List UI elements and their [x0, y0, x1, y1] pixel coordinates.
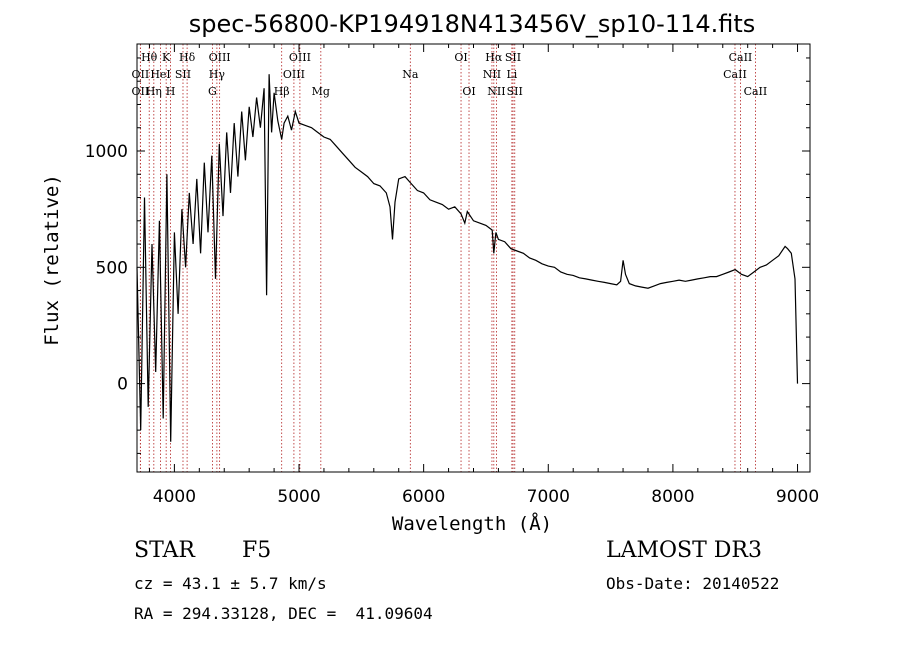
y-tick-label: 0 [117, 375, 128, 395]
x-tick-label: 7000 [527, 487, 570, 507]
line-label: CaII [729, 51, 753, 64]
x-tick-label: 6000 [402, 487, 445, 507]
coordinates-text: RA = 294.33128, DEC = 41.09604 [134, 604, 433, 623]
line-label: Mg [312, 85, 330, 98]
line-label: SII [175, 68, 191, 81]
line-label: G [208, 85, 217, 98]
obs-date-text: Obs-Date: 20140522 [606, 574, 780, 593]
y-axis-label: Flux (relative) [41, 174, 63, 346]
line-label: OI [454, 51, 467, 64]
line-label: Hδ [179, 51, 196, 64]
line-label: Li [506, 68, 517, 81]
line-label: OI [462, 85, 475, 98]
flux-series-line [136, 74, 799, 442]
x-axis-ticks: 4000 5000 6000 7000 8000 9000 [148, 44, 819, 507]
line-label: Hγ [209, 68, 226, 81]
x-tick-label: 5000 [277, 487, 320, 507]
line-label: OIII [283, 68, 305, 81]
survey-label: LAMOST DR3 [606, 538, 762, 563]
y-axis-ticks: 0 500 1000 [85, 57, 810, 454]
line-label: NII [483, 68, 501, 81]
line-label: CaII [723, 68, 747, 81]
x-axis-label: Wavelength (Å) [392, 512, 552, 535]
line-label: HeI [150, 68, 170, 81]
line-label: Na [402, 68, 419, 81]
line-label: Hη [146, 85, 162, 98]
x-tick-label: 4000 [153, 487, 196, 507]
line-label: CaII [744, 85, 768, 98]
object-class: STAR [134, 538, 195, 563]
line-label: NII [487, 85, 505, 98]
chart-title: spec-56800-KP194918N413456V_sp10-114.fit… [189, 10, 756, 38]
spectral-line-markers [139, 44, 756, 472]
line-label: OIII [209, 51, 231, 64]
line-label: Hα [485, 51, 503, 64]
line-label: H [166, 85, 176, 98]
line-label: OII [132, 85, 150, 98]
y-tick-label: 500 [96, 258, 128, 278]
x-tick-label: 9000 [776, 487, 819, 507]
x-tick-label: 8000 [651, 487, 694, 507]
line-label: SII [505, 51, 521, 64]
line-label: K [162, 51, 171, 64]
y-tick-label: 1000 [85, 142, 128, 162]
line-label: OIII [289, 51, 311, 64]
plot-frame [136, 43, 811, 473]
redshift-text: cz = 43.1 ± 5.7 km/s [134, 574, 327, 593]
line-label: Hθ [141, 51, 158, 64]
line-label: SII [507, 85, 523, 98]
line-label: Hβ [274, 85, 290, 98]
line-label: OII [132, 68, 150, 81]
object-subclass: F5 [242, 538, 272, 563]
spectrum-chart: spec-56800-KP194918N413456V_sp10-114.fit… [41, 10, 819, 535]
